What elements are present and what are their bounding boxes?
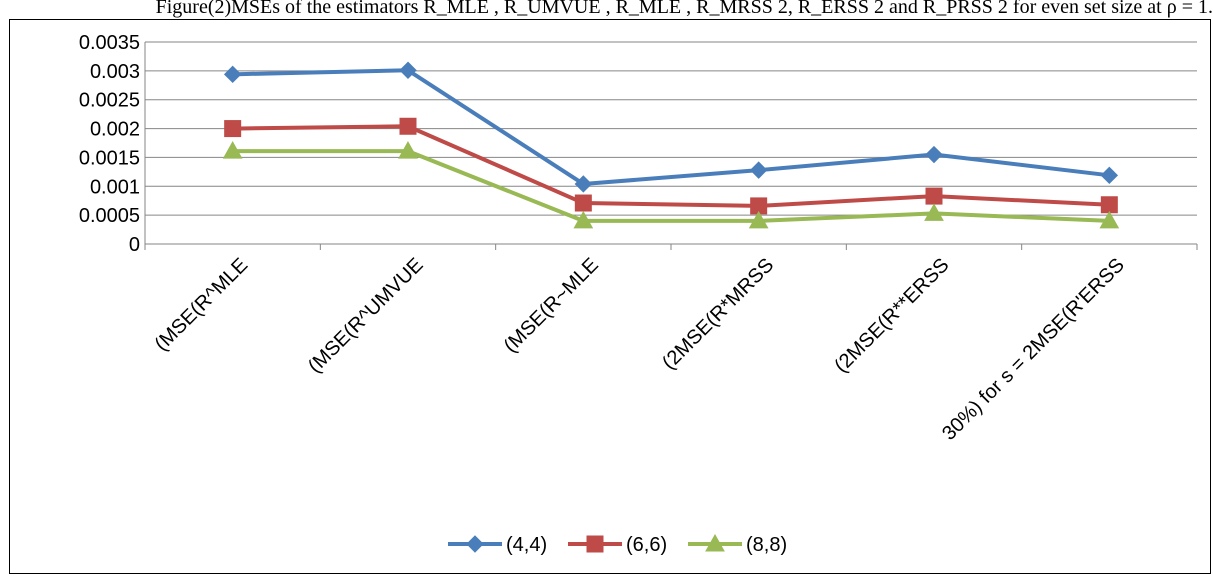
data-point — [222, 141, 243, 159]
data-point — [1100, 196, 1118, 214]
data-point — [223, 65, 242, 84]
x-tick-label: (MSE(R~MLE — [500, 254, 603, 357]
y-tick-label: 0.001 — [90, 176, 140, 198]
data-point — [748, 210, 769, 229]
line-chart: 0 0.0005 0.001 0.0015 0.002 0.0025 0.003 0.0035… — [79, 32, 1198, 556]
y-tick-label: 0.0015 — [79, 147, 140, 169]
data-point — [399, 117, 417, 135]
data-point — [574, 194, 592, 212]
y-tick-label: 0.0005 — [79, 205, 140, 227]
x-tick-label: 30%) for s = 2MSE(R'ERSS — [938, 254, 1129, 445]
legend-marker — [586, 535, 604, 553]
data-point — [399, 61, 417, 79]
series-(4,4) — [223, 61, 1119, 193]
legend-item: (8,8) — [688, 533, 787, 556]
y-tick-label: 0.003 — [90, 61, 140, 83]
figure-caption: Figure(2)MSEs of the estimators R_MLE , … — [155, 0, 1213, 18]
data-point — [749, 161, 768, 179]
tick-labels: 0 0.0005 0.001 0.0015 0.002 0.0025 0.003 0.0035… — [79, 32, 1129, 445]
legend-item: (6,6) — [568, 534, 667, 556]
data-point — [574, 175, 593, 193]
series-(8,8) — [222, 141, 1120, 229]
series-line — [232, 149, 1110, 223]
y-tick-label: 0.0035 — [79, 32, 140, 54]
legend-marker — [705, 533, 725, 552]
x-tick-label: (MSE(R^MLE — [151, 254, 253, 356]
legend-item: (4,4) — [448, 534, 547, 556]
y-tick-label: 0.002 — [90, 119, 140, 141]
legend-marker — [466, 535, 484, 553]
legend-label: (4,4) — [506, 534, 547, 556]
legend-label: (6,6) — [626, 534, 667, 556]
y-tick-label: 0.0025 — [79, 90, 140, 112]
axes — [144, 42, 1198, 250]
x-tick-label: (2MSE(R*MRSS — [658, 254, 778, 374]
data-point — [224, 120, 242, 138]
data-point — [1100, 166, 1119, 185]
x-tick-label: (MSE(R^UMVUE — [304, 254, 428, 378]
data-point — [1099, 210, 1120, 229]
data-point — [573, 210, 594, 229]
series-line — [232, 68, 1110, 186]
y-tick-label: 0 — [129, 234, 140, 256]
data-point — [925, 187, 943, 205]
gridlines — [145, 41, 1197, 216]
series-lines — [222, 61, 1120, 229]
data-point — [924, 203, 944, 221]
chart-frame: 0 0.0005 0.001 0.0015 0.002 0.0025 0.003 0.0035… — [9, 19, 1211, 574]
series-(6,6) — [224, 117, 1118, 215]
legend-label: (8,8) — [746, 534, 787, 556]
data-point — [925, 145, 943, 164]
data-point — [398, 141, 418, 159]
series-line — [232, 124, 1110, 208]
legend: (4,4) (6,6) (8,8) — [448, 533, 787, 556]
x-tick-label: (2MSE(R**ERSS — [830, 254, 953, 377]
